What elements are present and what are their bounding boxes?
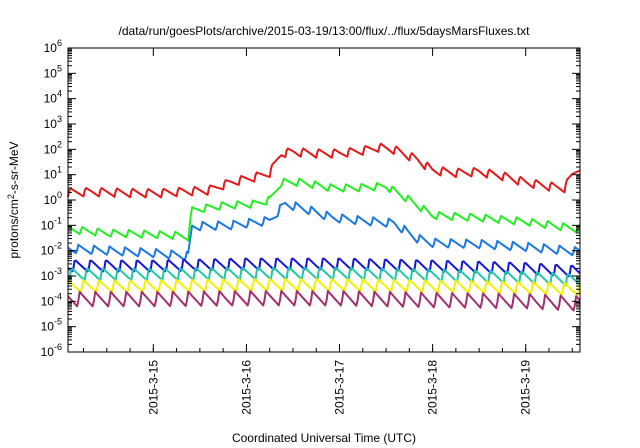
y-axis-label-suffix: -s-sr-MeV	[7, 141, 21, 194]
y-tick-exponent: -3	[54, 266, 62, 276]
y-tick-label: 105	[44, 63, 62, 80]
y-tick-label: 106	[44, 38, 62, 55]
y-tick-exponent: 6	[57, 38, 62, 48]
y-tick-exponent: -5	[54, 317, 62, 327]
x-tick-label: 2015-3-16	[239, 360, 253, 415]
series-line	[67, 177, 581, 242]
y-tick-base: 10	[41, 320, 55, 334]
y-tick-label: 103	[44, 114, 62, 131]
y-axis-label-prefix: protons/cm	[7, 199, 21, 258]
y-tick-label: 10-5	[41, 317, 62, 334]
y-tick-base: 10	[44, 66, 58, 80]
y-tick-exponent: 0	[57, 190, 62, 200]
y-tick-exponent: -4	[54, 291, 62, 301]
y-tick-label: 102	[44, 139, 62, 156]
y-tick-base: 10	[41, 244, 55, 258]
chart-title: /data/run/goesPlots/archive/2015-03-19/1…	[119, 24, 531, 38]
y-tick-label: 10-4	[41, 291, 62, 308]
x-tick-label: 2015-3-18	[426, 360, 440, 415]
y-tick-exponent: -1	[54, 215, 62, 225]
y-tick-label: 10-1	[41, 215, 62, 232]
y-tick-exponent: 2	[57, 139, 62, 149]
y-tick-base: 10	[44, 142, 58, 156]
axis-layer: 10-610-510-410-310-210-11001011021031041…	[41, 38, 580, 415]
x-tick-label: 2015-3-17	[333, 360, 347, 415]
y-tick-exponent: 1	[57, 165, 62, 175]
x-tick-label: 2015-3-15	[146, 360, 160, 415]
y-axis-label: protons/cm2-s-sr-MeV	[6, 141, 21, 258]
series-line	[67, 266, 581, 287]
y-tick-label: 10-6	[41, 342, 62, 359]
y-tick-exponent: -2	[54, 241, 62, 251]
y-tick-exponent: -6	[54, 342, 62, 352]
y-tick-base: 10	[41, 345, 55, 359]
series-layer	[67, 142, 581, 312]
y-tick-base: 10	[41, 218, 55, 232]
x-tick-label: 2015-3-19	[519, 360, 533, 415]
y-axis-label-sup: 2	[6, 194, 16, 199]
y-tick-label: 100	[44, 190, 62, 207]
series-line	[67, 201, 581, 261]
y-tick-base: 10	[41, 294, 55, 308]
y-tick-base: 10	[44, 193, 58, 207]
y-tick-label: 10-2	[41, 241, 62, 258]
y-tick-base: 10	[44, 117, 58, 131]
y-tick-label: 10-3	[41, 266, 62, 283]
y-tick-base: 10	[41, 269, 55, 283]
y-tick-base: 10	[44, 168, 58, 182]
series-line	[67, 277, 581, 297]
x-axis-label: Coordinated Universal Time (UTC)	[232, 431, 416, 445]
y-tick-label: 101	[44, 165, 62, 182]
series-line	[67, 142, 581, 199]
y-tick-exponent: 3	[57, 114, 62, 124]
y-tick-label: 104	[44, 89, 62, 106]
series-line	[67, 290, 581, 312]
plot-frame	[67, 47, 581, 353]
y-tick-base: 10	[44, 41, 58, 55]
y-tick-exponent: 5	[57, 63, 62, 73]
y-tick-base: 10	[44, 92, 58, 106]
series-line	[67, 257, 581, 278]
y-tick-exponent: 4	[57, 89, 62, 99]
